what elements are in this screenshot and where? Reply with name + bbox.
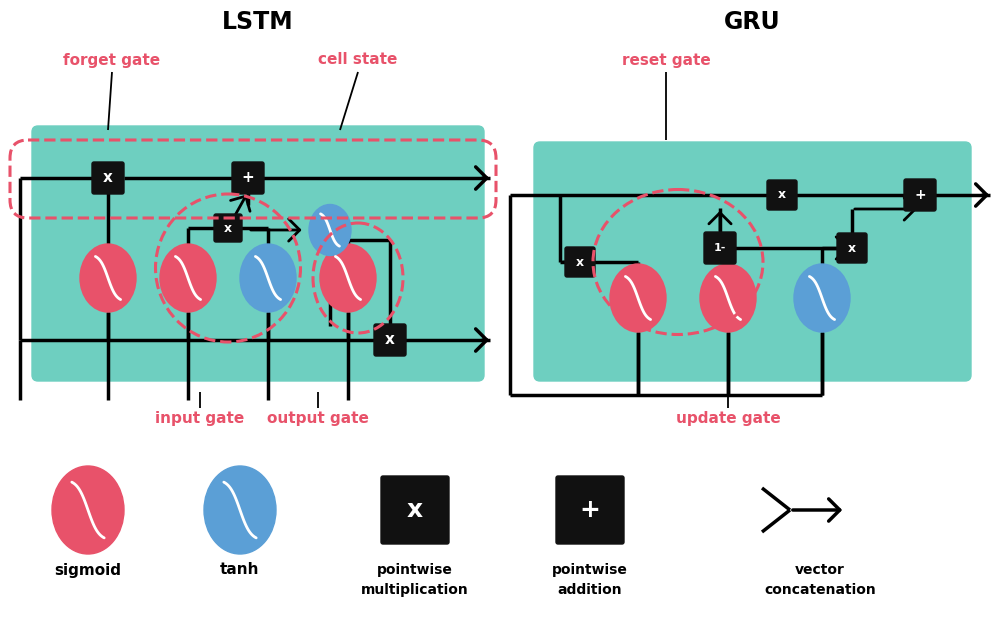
Text: multiplication: multiplication <box>361 583 469 597</box>
Ellipse shape <box>52 466 124 554</box>
Text: x: x <box>407 498 423 522</box>
Text: input gate: input gate <box>155 410 245 425</box>
FancyBboxPatch shape <box>767 180 797 210</box>
Ellipse shape <box>610 264 666 332</box>
Text: GRU: GRU <box>724 10 780 34</box>
FancyBboxPatch shape <box>534 142 971 381</box>
Text: x: x <box>576 256 584 268</box>
Text: update gate: update gate <box>676 410 780 425</box>
FancyBboxPatch shape <box>565 247 595 277</box>
Ellipse shape <box>309 205 351 256</box>
Ellipse shape <box>320 244 376 312</box>
FancyBboxPatch shape <box>32 126 484 381</box>
Text: x: x <box>385 333 395 347</box>
Ellipse shape <box>700 264 756 332</box>
Text: x: x <box>103 170 113 186</box>
FancyBboxPatch shape <box>214 214 242 242</box>
Text: +: + <box>914 188 926 202</box>
Text: x: x <box>224 221 232 235</box>
Text: output gate: output gate <box>267 410 369 425</box>
Text: 1-: 1- <box>714 243 726 253</box>
Text: sigmoid: sigmoid <box>54 562 122 577</box>
Text: reset gate: reset gate <box>622 53 710 67</box>
FancyBboxPatch shape <box>232 162 264 194</box>
Text: pointwise: pointwise <box>552 563 628 577</box>
Text: +: + <box>242 170 254 186</box>
FancyBboxPatch shape <box>374 324 406 356</box>
Text: x: x <box>848 242 856 254</box>
Text: concatenation: concatenation <box>764 583 876 597</box>
Text: vector: vector <box>795 563 845 577</box>
Text: pointwise: pointwise <box>377 563 453 577</box>
Ellipse shape <box>160 244 216 312</box>
Ellipse shape <box>204 466 276 554</box>
Ellipse shape <box>80 244 136 312</box>
Text: addition: addition <box>558 583 622 597</box>
FancyBboxPatch shape <box>381 476 449 544</box>
FancyBboxPatch shape <box>704 232 736 264</box>
FancyBboxPatch shape <box>556 476 624 544</box>
Text: LSTM: LSTM <box>222 10 294 34</box>
FancyBboxPatch shape <box>904 179 936 211</box>
Text: forget gate: forget gate <box>63 53 161 67</box>
Text: +: + <box>580 498 600 522</box>
Ellipse shape <box>240 244 296 312</box>
FancyBboxPatch shape <box>837 233 867 263</box>
FancyBboxPatch shape <box>92 162 124 194</box>
Text: x: x <box>778 188 786 202</box>
Ellipse shape <box>794 264 850 332</box>
Text: cell state: cell state <box>318 53 398 67</box>
Text: tanh: tanh <box>220 562 260 577</box>
